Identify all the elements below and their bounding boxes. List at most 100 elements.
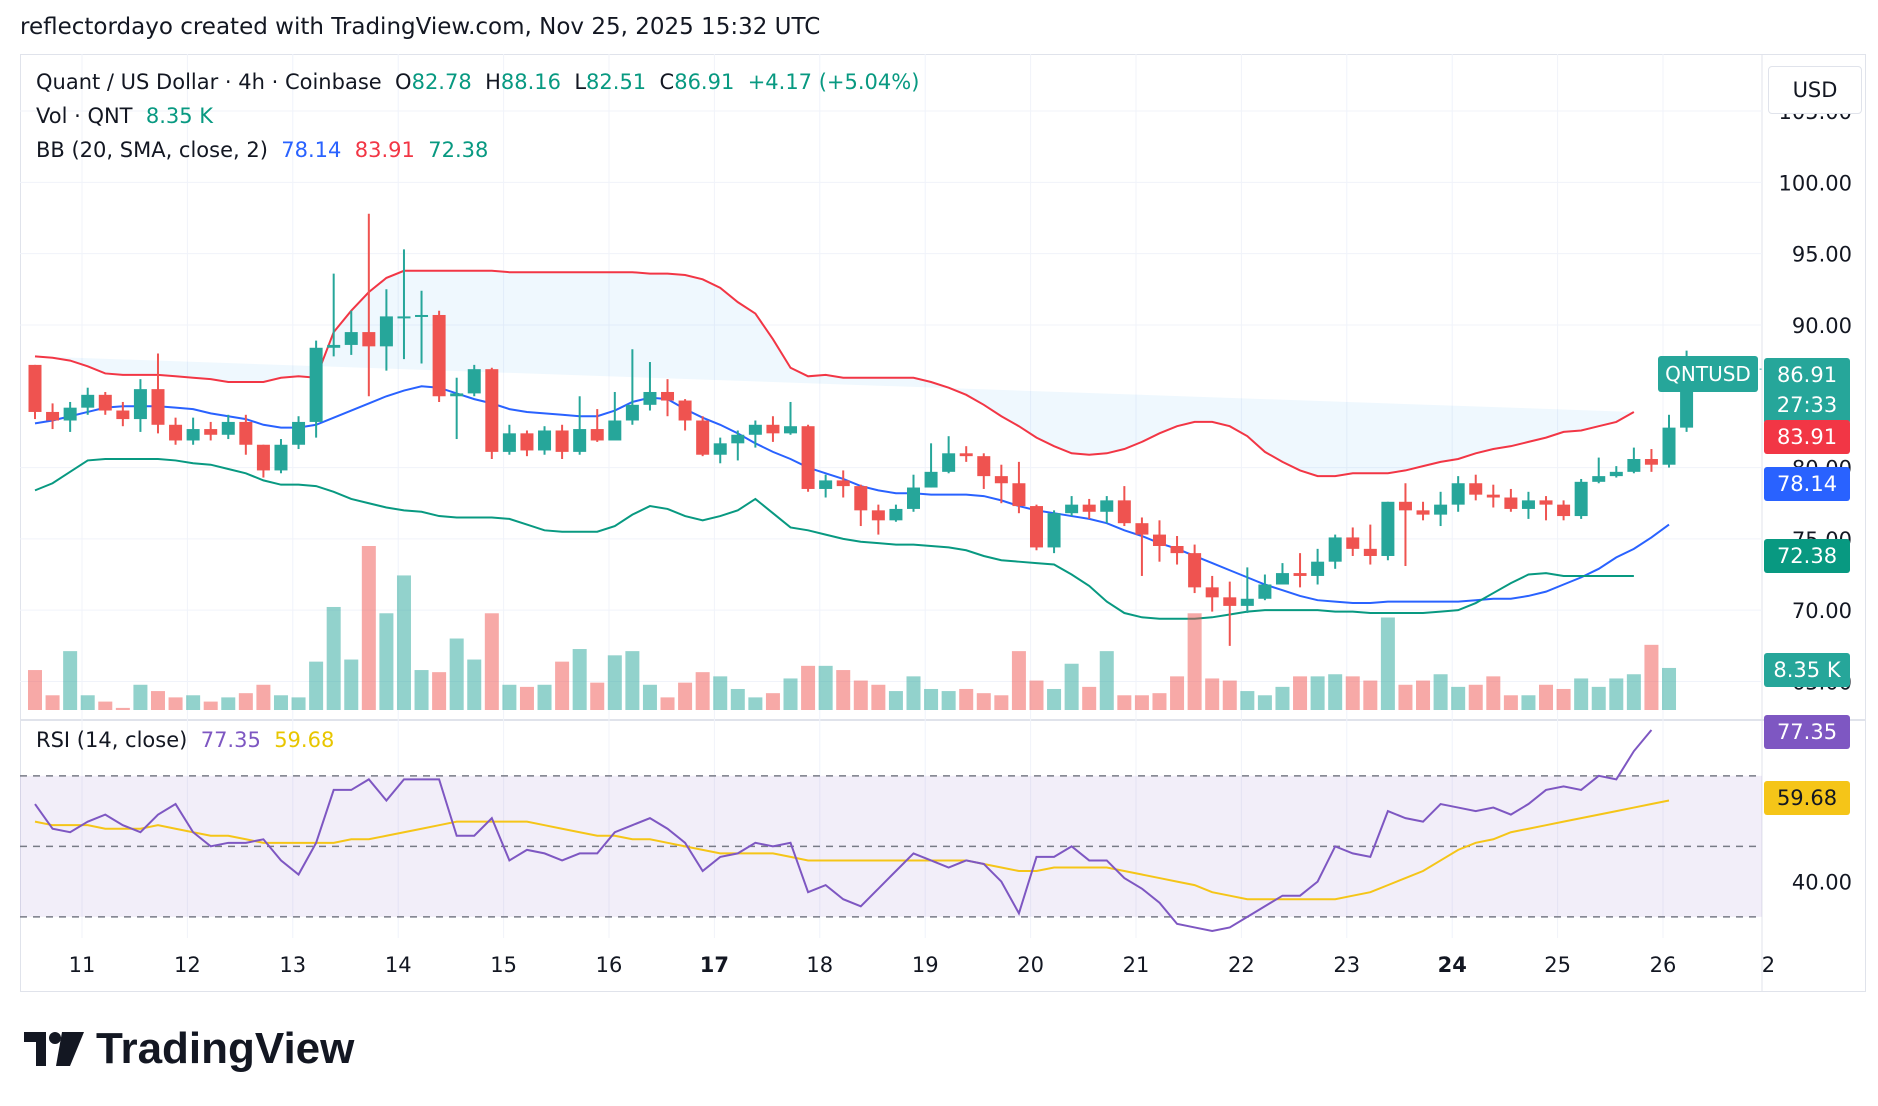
volume-bar — [467, 659, 482, 710]
candle — [292, 416, 306, 450]
candle-body — [1275, 573, 1289, 585]
candle-body — [239, 421, 253, 445]
volume-bar — [853, 680, 868, 710]
candle-body — [678, 400, 692, 421]
legend-bb-lower: 72.38 — [428, 138, 489, 162]
volume-bar — [625, 651, 640, 710]
legend-close: 86.91 — [674, 70, 735, 94]
currency-button[interactable]: USD — [1768, 66, 1862, 114]
candle-body — [907, 487, 920, 509]
time-tick-label: 2 — [1762, 953, 1775, 977]
candle-body — [1398, 501, 1412, 511]
candle-body — [1346, 537, 1360, 549]
candle — [801, 424, 815, 492]
candle — [696, 416, 710, 457]
candle — [625, 349, 639, 425]
legend-high: 88.16 — [500, 70, 561, 94]
candle-body — [1469, 483, 1483, 495]
volume-bar — [326, 606, 341, 710]
volume-bar — [607, 655, 622, 710]
candle — [98, 391, 112, 415]
candle — [766, 416, 780, 442]
candle-body — [204, 429, 218, 435]
candle-body — [924, 471, 938, 488]
time-tick-label: 14 — [385, 953, 412, 977]
candle — [871, 504, 885, 535]
price-tick-label: 90.00 — [1792, 314, 1852, 338]
volume-bar — [1521, 695, 1536, 710]
volume-bar — [414, 670, 429, 710]
volume-bar — [256, 684, 271, 710]
rsi-ma-tag: 59.68 — [1764, 781, 1850, 815]
legend-ohlc: Quant / US Dollar · 4h · Coinbase O82.78… — [36, 70, 919, 94]
candle — [555, 424, 569, 460]
legend-open: 82.78 — [411, 70, 472, 94]
candle — [63, 401, 77, 432]
volume-bar — [924, 688, 939, 710]
candle-body — [221, 421, 235, 435]
candle-body — [415, 314, 429, 317]
candle — [1258, 574, 1272, 601]
volume-bar — [361, 546, 376, 710]
volume-bar — [1609, 678, 1624, 710]
time-tick-label: 11 — [69, 953, 96, 977]
chart-caption: reflectordayo created with TradingView.c… — [20, 14, 821, 40]
time-tick-label: 15 — [490, 953, 517, 977]
candle — [1644, 449, 1658, 472]
volume-bar — [1591, 686, 1606, 710]
candle — [590, 409, 604, 442]
candle — [362, 213, 376, 397]
candle-body — [1363, 548, 1377, 556]
candle — [959, 446, 973, 462]
candle-body — [397, 316, 411, 319]
candle-body — [1504, 497, 1518, 509]
candle — [1609, 466, 1623, 478]
volume-bar — [1626, 674, 1641, 710]
volume-bar — [1293, 676, 1308, 710]
candle — [1416, 501, 1430, 521]
candle — [221, 414, 235, 440]
candle-body — [608, 420, 622, 441]
candle — [1223, 581, 1237, 646]
volume-bar — [765, 693, 780, 710]
legend-change: +4.17 (+5.04%) — [747, 70, 920, 94]
tradingview-logo[interactable]: TradingView — [24, 1024, 354, 1074]
candle — [994, 464, 1008, 504]
candle-body — [1117, 500, 1131, 524]
candle — [239, 414, 253, 455]
candle-body — [256, 444, 270, 471]
candle-body — [731, 434, 745, 444]
candle-body — [942, 453, 956, 472]
volume-bar — [801, 665, 816, 710]
basis-tag: 78.14 — [1764, 467, 1850, 501]
candle — [678, 399, 692, 431]
volume-bar — [1029, 680, 1044, 710]
candle — [1557, 500, 1571, 521]
volume-bar — [1574, 678, 1589, 710]
candle — [1047, 510, 1061, 554]
rsi-pane — [20, 729, 1762, 932]
candle-body — [63, 407, 77, 421]
chart-frame — [20, 54, 1866, 992]
candle — [836, 470, 850, 498]
candle-body — [854, 486, 868, 511]
volume-bar — [484, 613, 499, 710]
candle — [1100, 496, 1114, 524]
candle — [502, 424, 516, 455]
volume-bar — [291, 697, 306, 710]
candle — [1240, 567, 1254, 614]
volume-bar — [1257, 695, 1272, 710]
legend-rsi-ma: 59.68 — [274, 728, 335, 752]
candle-body — [573, 429, 587, 452]
candle-body — [327, 344, 341, 348]
legend-rsi: RSI (14, close) 77.35 59.68 — [36, 728, 334, 752]
candle-body — [1170, 546, 1184, 554]
candle-body — [1381, 501, 1395, 556]
legend-rsi-value: 77.35 — [200, 728, 261, 752]
volume-bar — [713, 676, 728, 710]
candle — [309, 340, 323, 438]
legend-symbol: Quant / US Dollar · 4h · Coinbase — [36, 70, 382, 94]
volume-bar — [642, 684, 657, 710]
legend-bb-label: BB (20, SMA, close, 2) — [36, 138, 268, 162]
